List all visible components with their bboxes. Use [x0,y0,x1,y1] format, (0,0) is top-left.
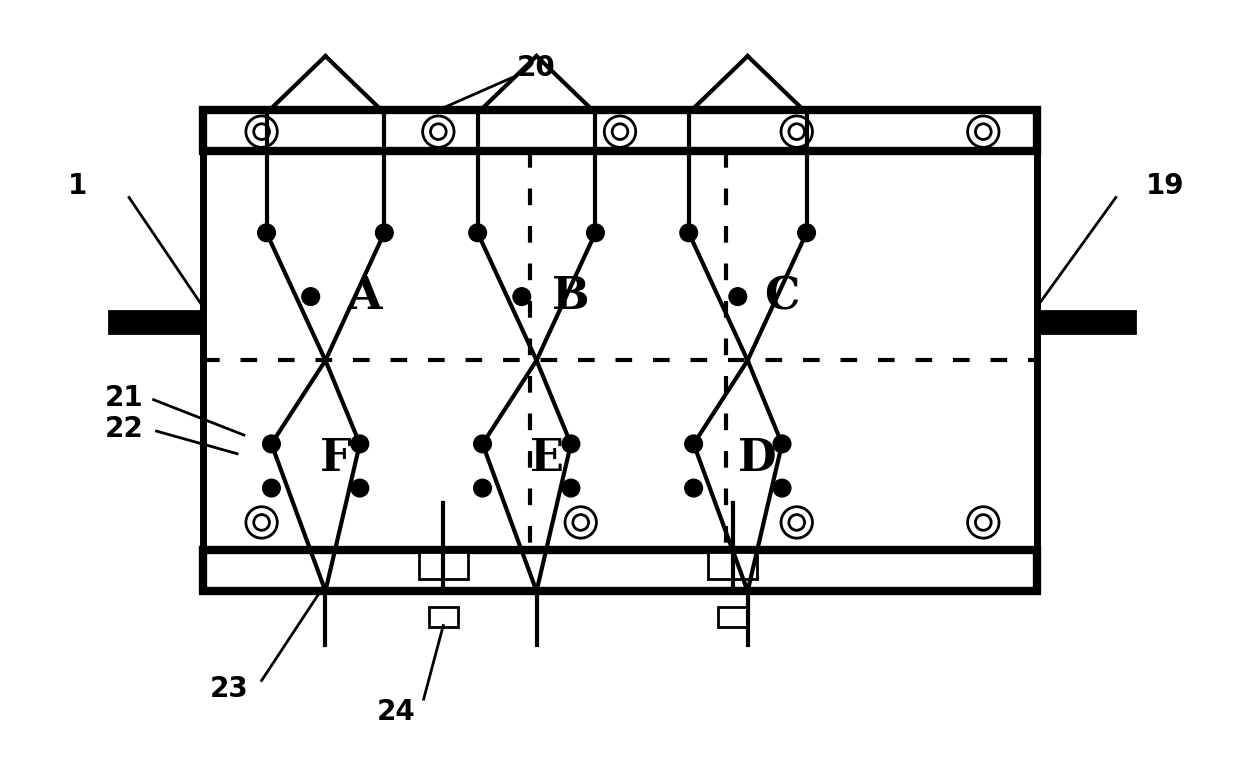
Circle shape [423,116,454,147]
Circle shape [976,123,991,140]
Text: C: C [764,275,800,318]
Circle shape [246,116,278,147]
Text: B: B [552,275,590,318]
Text: 22: 22 [104,415,144,443]
Circle shape [351,479,368,497]
Circle shape [781,507,812,538]
Circle shape [729,288,746,305]
Circle shape [573,515,589,530]
Circle shape [351,435,368,453]
Text: 23: 23 [210,676,248,703]
Text: E: E [529,437,563,480]
Text: 20: 20 [517,54,556,82]
Circle shape [430,123,446,140]
Text: 1: 1 [68,172,88,199]
Circle shape [565,507,596,538]
Circle shape [469,224,486,242]
Circle shape [562,479,580,497]
Circle shape [797,224,816,242]
Circle shape [254,515,269,530]
Text: A: A [347,275,382,318]
Circle shape [684,479,703,497]
Circle shape [587,224,604,242]
Circle shape [246,507,278,538]
Bar [718,607,748,627]
Bar [202,110,1038,151]
Circle shape [258,224,275,242]
Text: D: D [738,437,776,480]
Circle shape [967,507,999,538]
Bar [1038,311,1136,333]
Text: 24: 24 [377,698,415,726]
Bar [202,550,1038,591]
Circle shape [967,116,999,147]
Circle shape [680,224,698,242]
Bar [429,607,458,627]
Circle shape [976,515,991,530]
Bar [202,110,1038,591]
Circle shape [376,224,393,242]
Circle shape [781,116,812,147]
Circle shape [774,435,791,453]
Circle shape [301,288,320,305]
Circle shape [604,116,636,147]
Text: 19: 19 [1146,172,1184,199]
Circle shape [789,515,805,530]
Circle shape [562,435,580,453]
Circle shape [513,288,531,305]
Circle shape [254,123,269,140]
Circle shape [474,435,491,453]
Circle shape [684,435,703,453]
Circle shape [774,479,791,497]
Circle shape [263,435,280,453]
Text: F: F [320,437,351,480]
Bar [708,552,758,579]
Bar [419,552,467,579]
Circle shape [474,479,491,497]
Circle shape [789,123,805,140]
Circle shape [263,479,280,497]
Bar [109,311,202,333]
Text: 21: 21 [105,384,144,412]
Circle shape [613,123,627,140]
